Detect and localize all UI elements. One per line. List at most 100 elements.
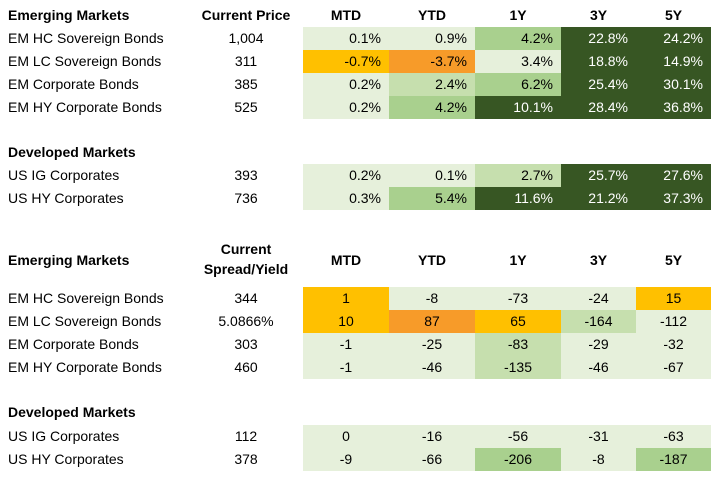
5y-cell: 24.2% xyxy=(636,27,711,50)
table-row: EM LC Sovereign Bonds 5.0866% 10 87 65 -… xyxy=(0,310,723,333)
5y-cell: 14.9% xyxy=(636,50,711,73)
3y-cell: 25.7% xyxy=(561,164,636,187)
table-row: EM LC Sovereign Bonds 311 -0.7% -3.7% 3.… xyxy=(0,50,723,73)
column-header-5y: 5Y xyxy=(664,7,683,23)
table-row: EM HC Sovereign Bonds 344 1 -8 -73 -24 1… xyxy=(0,287,723,310)
table-row: EM Corporate Bonds 303 -1 -25 -83 -29 -3… xyxy=(0,333,723,356)
3y-cell: -29 xyxy=(561,333,636,356)
ytd-cell: -16 xyxy=(389,425,475,448)
section-title: Developed Markets xyxy=(8,404,136,420)
current-price: 311 xyxy=(234,53,258,69)
row-label: EM Corporate Bonds xyxy=(8,336,139,352)
ytd-cell: -3.7% xyxy=(389,50,475,73)
3y-cell: -8 xyxy=(561,448,636,471)
ytd-cell: -66 xyxy=(389,448,475,471)
ytd-cell: 5.4% xyxy=(389,187,475,210)
column-header-3y: 3Y xyxy=(589,7,608,23)
1y-cell: 10.1% xyxy=(475,96,561,119)
5y-cell: 15 xyxy=(636,287,711,310)
3y-cell: 28.4% xyxy=(561,96,636,119)
current-price: 385 xyxy=(234,76,258,92)
5y-cell: -112 xyxy=(636,310,711,333)
section-header: Developed Markets xyxy=(0,141,723,164)
current-price: 1,004 xyxy=(228,30,264,46)
mtd-cell: 0.2% xyxy=(303,73,389,96)
section-title: Developed Markets xyxy=(8,144,136,160)
current-spread: 460 xyxy=(234,359,258,375)
ytd-cell: -8 xyxy=(389,287,475,310)
table-row: EM Corporate Bonds 385 0.2% 2.4% 6.2% 25… xyxy=(0,73,723,96)
ytd-cell: -25 xyxy=(389,333,475,356)
row-label: EM HY Corporate Bonds xyxy=(8,359,162,375)
ytd-cell: 87 xyxy=(389,310,475,333)
3y-cell: -164 xyxy=(561,310,636,333)
1y-cell: 65 xyxy=(475,310,561,333)
column-header-mtd: MTD xyxy=(330,252,362,268)
1y-cell: 4.2% xyxy=(475,27,561,50)
column-header-5y: 5Y xyxy=(664,252,683,268)
ytd-cell: -46 xyxy=(389,356,475,379)
price-table-header: Emerging Markets Current Price MTD YTD 1… xyxy=(0,4,723,27)
3y-cell: -24 xyxy=(561,287,636,310)
table-row: EM HY Corporate Bonds 525 0.2% 4.2% 10.1… xyxy=(0,96,723,119)
3y-cell: 18.8% xyxy=(561,50,636,73)
1y-cell: 2.7% xyxy=(475,164,561,187)
1y-cell: 6.2% xyxy=(475,73,561,96)
5y-cell: 36.8% xyxy=(636,96,711,119)
mtd-cell: 0.2% xyxy=(303,96,389,119)
ytd-cell: 2.4% xyxy=(389,73,475,96)
1y-cell: 11.6% xyxy=(475,187,561,210)
row-label: US HY Corporates xyxy=(8,451,124,467)
row-label: US IG Corporates xyxy=(8,428,120,444)
current-spread: 5.0866% xyxy=(218,313,274,329)
column-header-3y: 3Y xyxy=(589,252,608,268)
row-label: EM HY Corporate Bonds xyxy=(8,99,162,115)
current-spread: 344 xyxy=(234,290,258,306)
1y-cell: -206 xyxy=(475,448,561,471)
1y-cell: -56 xyxy=(475,425,561,448)
5y-cell: -32 xyxy=(636,333,711,356)
ytd-cell: 4.2% xyxy=(389,96,475,119)
row-label: US IG Corporates xyxy=(8,167,120,183)
column-header-1y: 1Y xyxy=(509,252,527,268)
mtd-cell: -1 xyxy=(303,356,389,379)
spread-table-header: Emerging Markets Current Spread/Yield MT… xyxy=(0,237,723,283)
row-label: EM LC Sovereign Bonds xyxy=(8,313,162,329)
row-label: EM HC Sovereign Bonds xyxy=(8,290,164,306)
column-header-current-price: Current Price xyxy=(201,7,291,23)
1y-cell: -73 xyxy=(475,287,561,310)
column-header-mtd: MTD xyxy=(330,7,362,23)
current-price: 525 xyxy=(234,99,258,115)
mtd-cell: 0.1% xyxy=(303,27,389,50)
5y-cell: -187 xyxy=(636,448,711,471)
5y-cell: -63 xyxy=(636,425,711,448)
current-spread: 112 xyxy=(234,428,258,444)
column-header-ytd: YTD xyxy=(418,7,446,23)
column-header-ytd: YTD xyxy=(418,252,446,268)
current-price: 736 xyxy=(234,190,258,206)
row-label: EM Corporate Bonds xyxy=(8,76,139,92)
row-label: EM HC Sovereign Bonds xyxy=(8,30,164,46)
table-row: EM HC Sovereign Bonds 1,004 0.1% 0.9% 4.… xyxy=(0,27,723,50)
ytd-cell: 0.1% xyxy=(389,164,475,187)
mtd-cell: 0.3% xyxy=(303,187,389,210)
row-label: US HY Corporates xyxy=(8,190,124,206)
table-row: US IG Corporates 393 0.2% 0.1% 2.7% 25.7… xyxy=(0,164,723,187)
table-row: US HY Corporates 736 0.3% 5.4% 11.6% 21.… xyxy=(0,187,723,210)
mtd-cell: 10 xyxy=(303,310,389,333)
3y-cell: 25.4% xyxy=(561,73,636,96)
column-header-1y: 1Y xyxy=(509,7,527,23)
header-line-2: Spread/Yield xyxy=(203,261,289,277)
3y-cell: 21.2% xyxy=(561,187,636,210)
section-header: Developed Markets xyxy=(0,401,723,424)
1y-cell: 3.4% xyxy=(475,50,561,73)
section-title: Emerging Markets xyxy=(8,7,130,23)
ytd-cell: 0.9% xyxy=(389,27,475,50)
header-line-1: Current xyxy=(220,241,272,257)
5y-cell: 30.1% xyxy=(636,73,711,96)
3y-cell: 22.8% xyxy=(561,27,636,50)
5y-cell: -67 xyxy=(636,356,711,379)
mtd-cell: -9 xyxy=(303,448,389,471)
5y-cell: 27.6% xyxy=(636,164,711,187)
table-row: US IG Corporates 112 0 -16 -56 -31 -63 xyxy=(0,425,723,448)
